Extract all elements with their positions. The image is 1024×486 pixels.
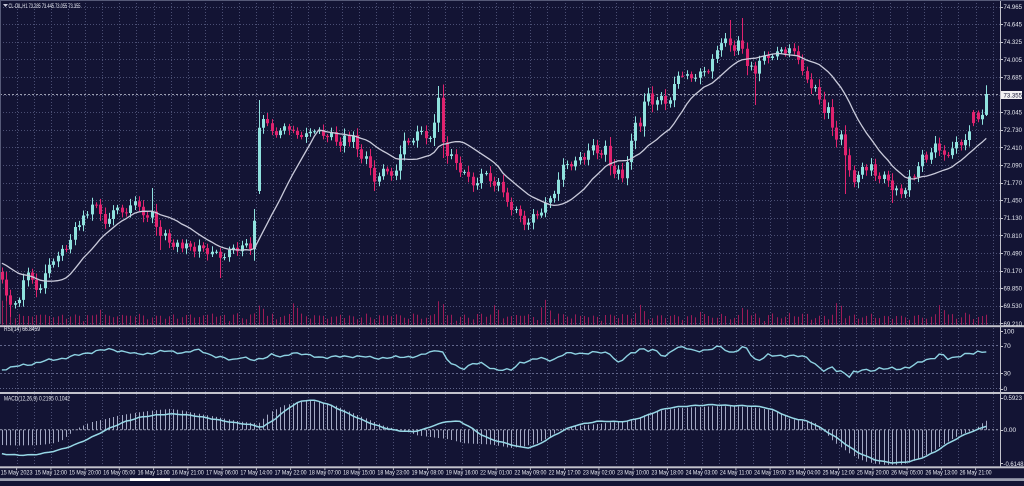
svg-text:15 May 20:00: 15 May 20:00 bbox=[69, 470, 101, 477]
svg-text:71.770: 71.770 bbox=[1004, 180, 1023, 187]
svg-text:22 May 09:00: 22 May 09:00 bbox=[514, 470, 546, 477]
svg-text:24 May 19:00: 24 May 19:00 bbox=[754, 470, 786, 477]
svg-text:RSI(14) 66.8459: RSI(14) 66.8459 bbox=[4, 326, 40, 333]
svg-text:71.130: 71.130 bbox=[1004, 215, 1023, 222]
svg-text:72.090: 72.090 bbox=[1004, 162, 1023, 169]
svg-text:23 May 02:00: 23 May 02:00 bbox=[583, 470, 615, 477]
svg-text:70: 70 bbox=[1004, 343, 1012, 350]
svg-text:30: 30 bbox=[1004, 370, 1012, 377]
svg-text:25 May 04:00: 25 May 04:00 bbox=[788, 470, 820, 477]
svg-text:69.850: 69.850 bbox=[1004, 286, 1023, 293]
svg-text:19 May 16:00: 19 May 16:00 bbox=[446, 470, 478, 477]
svg-text:72.410: 72.410 bbox=[1004, 145, 1023, 152]
svg-text:69.210: 69.210 bbox=[1004, 321, 1023, 328]
svg-text:25 May 12:00: 25 May 12:00 bbox=[823, 470, 855, 477]
svg-text:16 May 05:00: 16 May 05:00 bbox=[103, 470, 135, 477]
svg-text:74.005: 74.005 bbox=[1004, 57, 1023, 64]
svg-text:69.530: 69.530 bbox=[1004, 303, 1023, 310]
svg-text:74.645: 74.645 bbox=[1004, 22, 1023, 29]
svg-text:73.355: 73.355 bbox=[1004, 92, 1023, 99]
svg-text:19 May 08:00: 19 May 08:00 bbox=[412, 470, 444, 477]
svg-text:CL-OIL,H1 73.285 73.445 73.055: CL-OIL,H1 73.285 73.445 73.055 73.355 bbox=[9, 3, 81, 10]
svg-text:73.045: 73.045 bbox=[1004, 110, 1023, 117]
svg-text:0.00: 0.00 bbox=[1004, 427, 1017, 434]
svg-text:72.730: 72.730 bbox=[1004, 127, 1023, 134]
svg-text:16 May 21:00: 16 May 21:00 bbox=[172, 470, 204, 477]
svg-text:26 May 05:00: 26 May 05:00 bbox=[891, 470, 923, 477]
svg-text:24 May 11:00: 24 May 11:00 bbox=[720, 470, 752, 477]
svg-text:16 May 13:00: 16 May 13:00 bbox=[138, 470, 170, 477]
svg-text:18 May 07:00: 18 May 07:00 bbox=[309, 470, 341, 477]
svg-text:26 May 21:00: 26 May 21:00 bbox=[960, 470, 992, 477]
svg-text:73.685: 73.685 bbox=[1004, 74, 1023, 81]
svg-text:-0.6148: -0.6148 bbox=[1004, 461, 1024, 468]
svg-text:17 May 22:00: 17 May 22:00 bbox=[275, 470, 307, 477]
svg-text:100: 100 bbox=[1004, 328, 1015, 335]
svg-text:71.450: 71.450 bbox=[1004, 198, 1023, 205]
svg-text:25 May 20:00: 25 May 20:00 bbox=[857, 470, 889, 477]
svg-text:22 May 01:00: 22 May 01:00 bbox=[480, 470, 512, 477]
svg-text:18 May 23:00: 18 May 23:00 bbox=[377, 470, 409, 477]
svg-text:26 May 13:00: 26 May 13:00 bbox=[925, 470, 957, 477]
svg-text:23 May 10:00: 23 May 10:00 bbox=[617, 470, 649, 477]
svg-text:17 May 06:00: 17 May 06:00 bbox=[206, 470, 238, 477]
svg-text:15 May 12:00: 15 May 12:00 bbox=[35, 470, 67, 477]
svg-text:22 May 17:00: 22 May 17:00 bbox=[549, 470, 581, 477]
svg-text:18 May 15:00: 18 May 15:00 bbox=[343, 470, 375, 477]
svg-text:23 May 18:00: 23 May 18:00 bbox=[651, 470, 683, 477]
svg-text:24 May 03:00: 24 May 03:00 bbox=[686, 470, 718, 477]
svg-text:70.810: 70.810 bbox=[1004, 233, 1023, 240]
svg-text:15 May 2023: 15 May 2023 bbox=[1, 470, 33, 477]
svg-text:70.170: 70.170 bbox=[1004, 268, 1023, 275]
svg-text:70.490: 70.490 bbox=[1004, 250, 1023, 257]
svg-text:MACD(12,26,9) 0.2195 0.1042: MACD(12,26,9) 0.2195 0.1042 bbox=[4, 396, 70, 403]
svg-text:74.965: 74.965 bbox=[1004, 4, 1023, 11]
svg-text:0.5923: 0.5923 bbox=[1004, 395, 1023, 402]
svg-text:17 May 14:00: 17 May 14:00 bbox=[240, 470, 272, 477]
svg-text:0: 0 bbox=[1004, 386, 1008, 393]
svg-text:74.325: 74.325 bbox=[1004, 39, 1023, 46]
